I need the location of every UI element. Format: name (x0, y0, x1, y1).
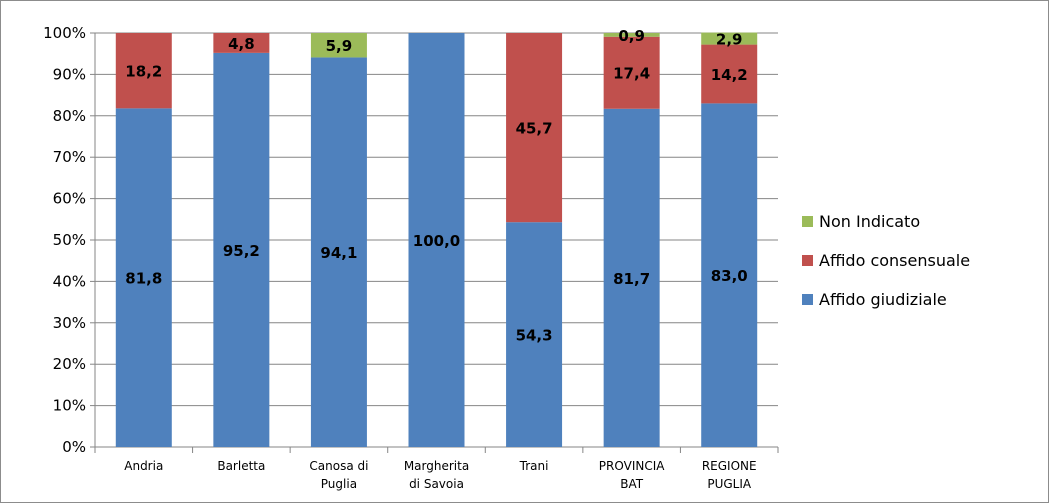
bar-segment (701, 44, 758, 104)
legend-entry-label: Non Indicato (819, 212, 920, 231)
data-label: 81,8 (125, 270, 162, 288)
bar-segment (506, 222, 563, 447)
y-tick-label: 100% (43, 24, 86, 42)
y-tick-label: 60% (53, 190, 86, 208)
bars (115, 32, 758, 448)
data-label: 94,1 (320, 244, 357, 262)
bar-segment (603, 33, 660, 37)
x-category-label: Canosa di Puglia (309, 459, 368, 491)
data-label: 100,0 (413, 232, 460, 250)
data-label: 2,9 (716, 31, 743, 49)
legend-entry-label: Affido giudiziale (819, 290, 947, 309)
y-tick-label: 40% (53, 272, 86, 290)
bar-segment (603, 108, 660, 448)
legend-swatch (802, 255, 813, 266)
x-category-label: Trani (519, 459, 549, 473)
bar-segment (115, 33, 172, 109)
y-tick-label: 80% (53, 107, 86, 125)
x-category-label: Margherita di Savoia (404, 459, 469, 491)
y-tick-label: 10% (53, 397, 86, 415)
y-tick-label: 20% (53, 355, 86, 373)
bar-segment (603, 36, 660, 109)
data-label: 83,0 (711, 267, 748, 285)
bar-segment (115, 108, 172, 448)
data-labels: 81,8 18,2 95,2 4,8 94,1 5,9 100,0 54,3 45,7 81,7 1… (125, 27, 747, 345)
y-tick-label: 50% (53, 231, 86, 249)
x-category-label: Barletta (217, 459, 265, 473)
data-label: 17,4 (613, 65, 650, 83)
bar-segment (408, 33, 465, 447)
data-label: 95,2 (223, 242, 260, 260)
bar-segment (310, 33, 367, 58)
bar-segment (506, 33, 563, 223)
x-category-label: Andria (124, 459, 163, 473)
bar-segment (310, 57, 367, 448)
legend-swatch (802, 216, 813, 227)
bar-segment (213, 52, 270, 447)
data-label: 45,7 (516, 120, 553, 138)
data-label: 54,3 (516, 327, 553, 345)
bar-segment (213, 33, 270, 53)
bar-segment (701, 32, 758, 45)
y-tick-label: 70% (53, 148, 86, 166)
data-label: 4,8 (228, 35, 255, 53)
x-category-label: REGIONE PUGLIA (702, 459, 757, 491)
y-tick-label: 30% (53, 314, 86, 332)
axes: 0% 10% 20% 30% 40% 50% 60% 70% 80% 90% 100% Andria B… (43, 24, 779, 491)
data-label: 14,2 (711, 66, 748, 84)
x-category-label: PROVINCIA BAT (599, 459, 665, 491)
y-tick-label: 90% (53, 65, 86, 83)
data-label: 0,9 (618, 27, 645, 45)
data-label: 81,7 (613, 270, 650, 288)
legend-entry-label: Affido consensuale (819, 251, 970, 270)
data-label: 5,9 (326, 37, 353, 55)
legend-swatch (802, 294, 813, 305)
legend: Non Indicato Affido consensuale Affido giu… (802, 212, 970, 309)
data-label: 18,2 (125, 63, 162, 81)
bar-segment (701, 103, 758, 447)
y-tick-label: 0% (62, 438, 86, 456)
